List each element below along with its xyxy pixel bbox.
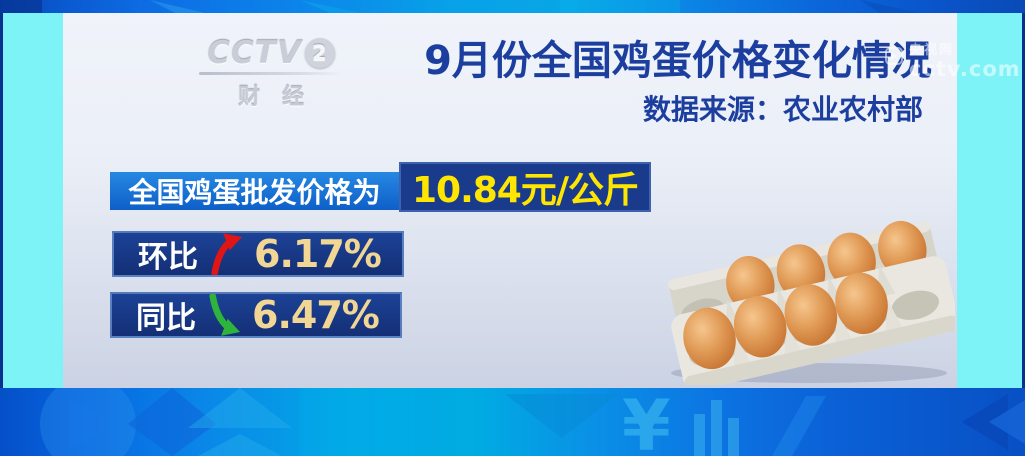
channel-logo-row: CCTV 2 — [191, 35, 351, 71]
page-title: 9月份全国鸡蛋价格变化情况 — [424, 38, 932, 84]
right-cyan-strip — [957, 13, 1022, 388]
content-panel: CCTV 2 财经 9月份全国鸡蛋价格变化情况 数据来源：农业农村部 央视网 c… — [63, 13, 1020, 388]
decor-diamond-icon — [128, 388, 216, 456]
wholesale-price-value-box: 10.84元/公斤 — [399, 162, 651, 212]
left-edge-bar — [0, 13, 3, 388]
top-decor-strip — [0, 0, 1025, 13]
left-cyan-strip — [3, 13, 63, 388]
mom-value: 6.17% — [254, 232, 382, 276]
decor-envelope-icon — [505, 394, 618, 438]
up-arrow-icon — [211, 233, 242, 275]
channel-logo-underline — [199, 72, 343, 75]
down-arrow-icon — [209, 294, 240, 336]
channel-number-badge: 2 — [304, 38, 335, 68]
wholesale-price-label-bar: 全国鸡蛋批发价格为 — [110, 172, 399, 210]
wholesale-price-label: 全国鸡蛋批发价格为 — [128, 176, 381, 209]
decor-rewind-icon — [962, 394, 1008, 450]
decor-yen-icon: ¥ — [622, 388, 671, 456]
yoy-change-bar: 同比 6.47% — [110, 292, 402, 338]
egg-carton-image — [668, 220, 955, 385]
yoy-label: 同比 — [136, 301, 196, 336]
channel-name: CCTV — [207, 35, 302, 71]
bottom-decor-strip: ¥ — [0, 388, 1025, 456]
decor-play-icon — [70, 398, 116, 450]
data-source-line: 数据来源：农业农村部 — [642, 93, 923, 126]
decor-rewind-icon-2 — [989, 400, 1025, 444]
mom-label: 环比 — [138, 240, 198, 275]
mom-change-bar: 环比 6.17% — [112, 231, 404, 277]
right-edge-bar — [1022, 13, 1025, 388]
yoy-value: 6.47% — [252, 293, 380, 337]
decor-triangle-up-icon — [188, 388, 292, 428]
decor-slash-icon — [772, 396, 826, 456]
channel-logo: CCTV 2 财经 — [191, 35, 351, 111]
decor-triangle-up-small-icon — [198, 434, 282, 456]
channel-caption: 财经 — [237, 85, 326, 110]
decor-bar-chart-icon — [694, 400, 739, 456]
wholesale-price-value: 10.84元/公斤 — [411, 170, 639, 211]
